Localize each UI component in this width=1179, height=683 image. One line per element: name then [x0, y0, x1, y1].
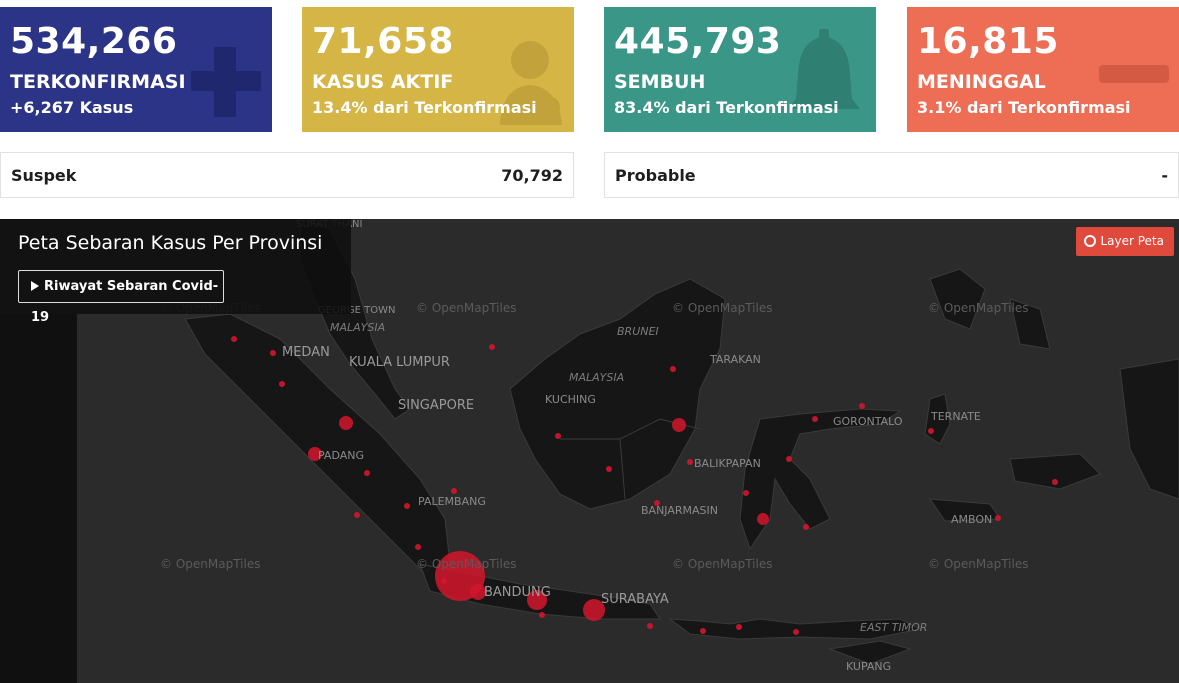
city-label-singapore: SINGAPORE: [398, 398, 475, 413]
minus-icon: [1099, 65, 1169, 83]
active-percent: 13.4% dari Terkonfirmasi: [312, 98, 537, 117]
province-case-marker[interactable]: [700, 628, 706, 634]
suspek-label: Suspek: [11, 166, 77, 185]
province-case-marker[interactable]: [928, 428, 934, 434]
active-label: KASUS AKTIF: [312, 71, 454, 93]
province-case-marker[interactable]: [672, 418, 686, 432]
city-label-banjarmasin: BANJARMASIN: [641, 504, 718, 517]
province-case-marker[interactable]: [670, 366, 676, 372]
city-label-palembang: PALEMBANG: [418, 495, 486, 508]
city-label-kuala-lumpur: KUALA LUMPUR: [349, 355, 450, 370]
province-case-marker[interactable]: [527, 590, 547, 610]
recovered-percent: 83.4% dari Terkonfirmasi: [614, 98, 839, 117]
active-count: 71,658: [312, 21, 454, 62]
province-case-marker[interactable]: [415, 544, 421, 550]
city-label-gorontalo: GORONTALO: [833, 415, 903, 428]
city-label-balikpapan: BALIKPAPAN: [694, 457, 761, 470]
recovered-card: 445,793 SEMBUH 83.4% dari Terkonfirmasi: [604, 7, 876, 132]
map-title: Peta Sebaran Kasus Per Provinsi: [18, 232, 323, 254]
province-case-marker[interactable]: [647, 623, 653, 629]
recovered-count: 445,793: [614, 21, 782, 62]
history-button[interactable]: Riwayat Sebaran Covid-19: [18, 270, 224, 325]
confirmed-label: TERKONFIRMASI: [10, 71, 186, 93]
province-case-marker[interactable]: [308, 447, 322, 461]
city-label-george-town: GEORGE TOWN: [318, 305, 396, 316]
province-case-marker[interactable]: [606, 466, 612, 472]
province-case-marker[interactable]: [270, 350, 276, 356]
map-attribution: © OpenMapTiles: [928, 557, 1029, 571]
layer-map-button[interactable]: Layer Peta: [1076, 227, 1174, 256]
province-case-marker[interactable]: [786, 456, 792, 462]
province-case-marker[interactable]: [743, 490, 749, 496]
city-label-ternate: TERNATE: [931, 410, 981, 423]
province-case-marker[interactable]: [470, 584, 486, 600]
province-case-marker[interactable]: [364, 470, 370, 476]
province-case-marker[interactable]: [793, 629, 799, 635]
country-label-east-timor: EAST TIMOR: [860, 621, 928, 634]
province-case-marker[interactable]: [555, 433, 561, 439]
map-title-panel: Peta Sebaran Kasus Per Provinsi Riwayat …: [0, 219, 351, 325]
map-attribution: © OpenMapTiles: [160, 557, 261, 571]
confirmed-count: 534,266: [10, 21, 178, 62]
country-label-malaysia-west: MALAYSIA: [330, 321, 386, 334]
city-label-medan: MEDAN: [282, 345, 330, 360]
province-case-marker[interactable]: [995, 515, 1001, 521]
map-attribution: © OpenMapTiles: [928, 301, 1029, 315]
country-label-brunei: BRUNEI: [617, 325, 659, 338]
province-case-marker[interactable]: [687, 459, 693, 465]
case-map[interactable]: SURAT THANI GEORGE TOWN MALAYSIA MEDAN K…: [0, 219, 1179, 683]
doctor-icon: [500, 41, 562, 125]
province-case-marker[interactable]: [489, 344, 495, 350]
layer-map-label: Layer Peta: [1100, 234, 1164, 248]
city-label-ambon: AMBON: [951, 513, 993, 526]
province-case-marker[interactable]: [231, 336, 237, 342]
map-attribution: © OpenMapTiles: [672, 301, 773, 315]
province-case-marker[interactable]: [539, 612, 545, 618]
deaths-card: 16,815 MENINGGAL 3.1% dari Terkonfirmasi: [907, 7, 1179, 132]
city-label-kuching: KUCHING: [545, 393, 596, 406]
deaths-count: 16,815: [917, 21, 1059, 62]
recovered-label: SEMBUH: [614, 71, 706, 93]
probable-value: -: [1161, 166, 1168, 185]
probable-box: Probable -: [604, 152, 1179, 198]
bell-icon: [788, 29, 860, 109]
province-case-marker[interactable]: [812, 416, 818, 422]
confirmed-card: 534,266 TERKONFIRMASI +6,267 Kasus: [0, 7, 272, 132]
confirmed-daily: +6,267 Kasus: [10, 98, 134, 117]
city-label-tarakan: TARAKAN: [710, 353, 761, 366]
province-case-marker[interactable]: [441, 578, 447, 584]
active-card: 71,658 KASUS AKTIF 13.4% dari Terkonfirm…: [302, 7, 574, 132]
probable-label: Probable: [615, 166, 696, 185]
province-case-marker[interactable]: [279, 381, 285, 387]
history-button-label: Riwayat Sebaran Covid-19: [31, 279, 219, 325]
country-label-malaysia-east: MALAYSIA: [569, 371, 625, 384]
province-case-marker[interactable]: [583, 599, 605, 621]
province-case-marker[interactable]: [654, 500, 660, 506]
province-case-marker[interactable]: [339, 416, 353, 430]
map-attribution: © OpenMapTiles: [416, 301, 517, 315]
play-icon: [31, 281, 39, 291]
suspek-box: Suspek 70,792: [0, 152, 574, 198]
layers-icon: [1084, 235, 1097, 247]
map-attribution: © OpenMapTiles: [672, 557, 773, 571]
map-markers[interactable]: [231, 336, 1058, 635]
province-case-marker[interactable]: [736, 624, 742, 630]
deaths-label: MENINGGAL: [917, 71, 1046, 93]
map-side-strip: [0, 314, 77, 683]
province-case-marker[interactable]: [803, 524, 809, 530]
city-label-padang: PADANG: [318, 449, 365, 462]
deaths-percent: 3.1% dari Terkonfirmasi: [917, 98, 1131, 117]
city-label-surabaya: SURABAYA: [601, 592, 669, 607]
map-attribution: © OpenMapTiles: [416, 557, 517, 571]
suspek-value: 70,792: [501, 166, 563, 185]
city-label-bandung: BANDUNG: [484, 585, 551, 600]
province-case-marker[interactable]: [354, 512, 360, 518]
province-case-marker[interactable]: [757, 513, 769, 525]
province-case-marker[interactable]: [1052, 479, 1058, 485]
province-case-marker[interactable]: [859, 403, 865, 409]
province-case-marker[interactable]: [404, 503, 410, 509]
city-label-kupang: KUPANG: [846, 660, 892, 673]
plus-icon: [191, 47, 261, 117]
province-case-marker[interactable]: [451, 488, 457, 494]
